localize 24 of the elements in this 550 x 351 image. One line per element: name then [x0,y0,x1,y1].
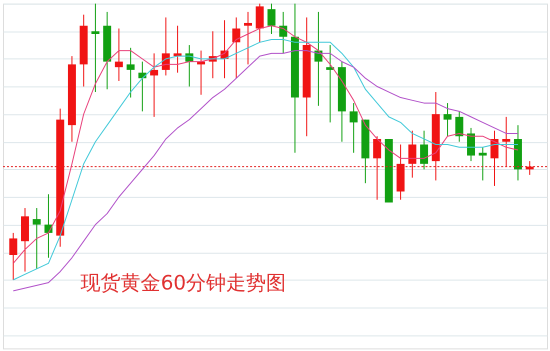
candlestick [420,130,428,170]
candlestick [244,11,252,65]
candlestick [150,52,158,118]
candlestick [232,16,240,79]
candlestick [467,127,475,162]
candlestick [256,3,264,43]
candlestick [326,44,334,123]
candlestick [279,11,288,54]
text: 现货黄金60分钟走势图 [80,272,286,295]
candlestick [408,130,416,178]
candlestick [526,160,534,176]
candlestick [91,3,100,93]
candlestick [32,208,41,270]
candlestick [502,116,510,168]
candlestick [444,102,452,137]
candlestick [267,3,276,35]
candlestick [126,47,135,98]
candlestick [455,110,464,142]
candlestick [9,232,18,280]
candlestick [490,130,498,186]
candlestick [114,28,123,82]
candlestick [350,102,358,154]
candlestick [197,50,206,96]
candlestick [373,136,382,200]
